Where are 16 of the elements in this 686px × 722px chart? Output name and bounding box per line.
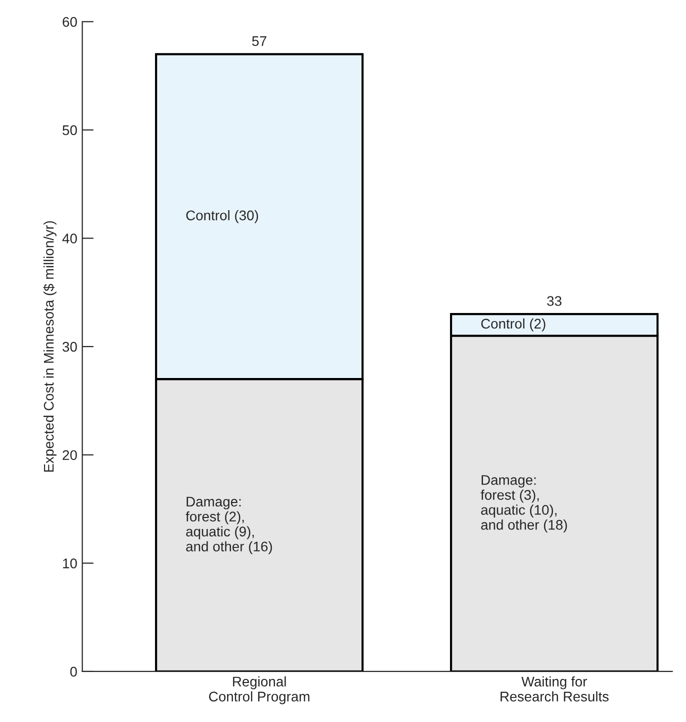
annotation: Control (30) (186, 210, 258, 224)
x-tick-label: Regional Control Program (209, 676, 310, 704)
y-tick-label: 20 (62, 450, 77, 460)
total-label: 57 (252, 36, 266, 46)
x-tick-label: Waiting for Research Results (500, 676, 609, 702)
y-tick-label: 30 (62, 342, 77, 352)
y-axis-title: Expected Cost in Minnesota ($ million/yr) (43, 221, 56, 472)
y-tick-label: 60 (62, 16, 77, 27)
y-tick-label: 10 (63, 558, 77, 568)
annotation: Control (2) (481, 318, 546, 332)
y-tick-label: 40 (62, 234, 77, 244)
y-tick-label: 0 (70, 666, 77, 677)
total-label: 33 (547, 296, 562, 306)
annotation: Damage: forest (2), aquatic (9), and other (16) (186, 496, 272, 554)
y-tick-label: 50 (62, 125, 77, 136)
annotation: Damage: forest (3), aquatic (10), and other (18) (480, 475, 567, 532)
